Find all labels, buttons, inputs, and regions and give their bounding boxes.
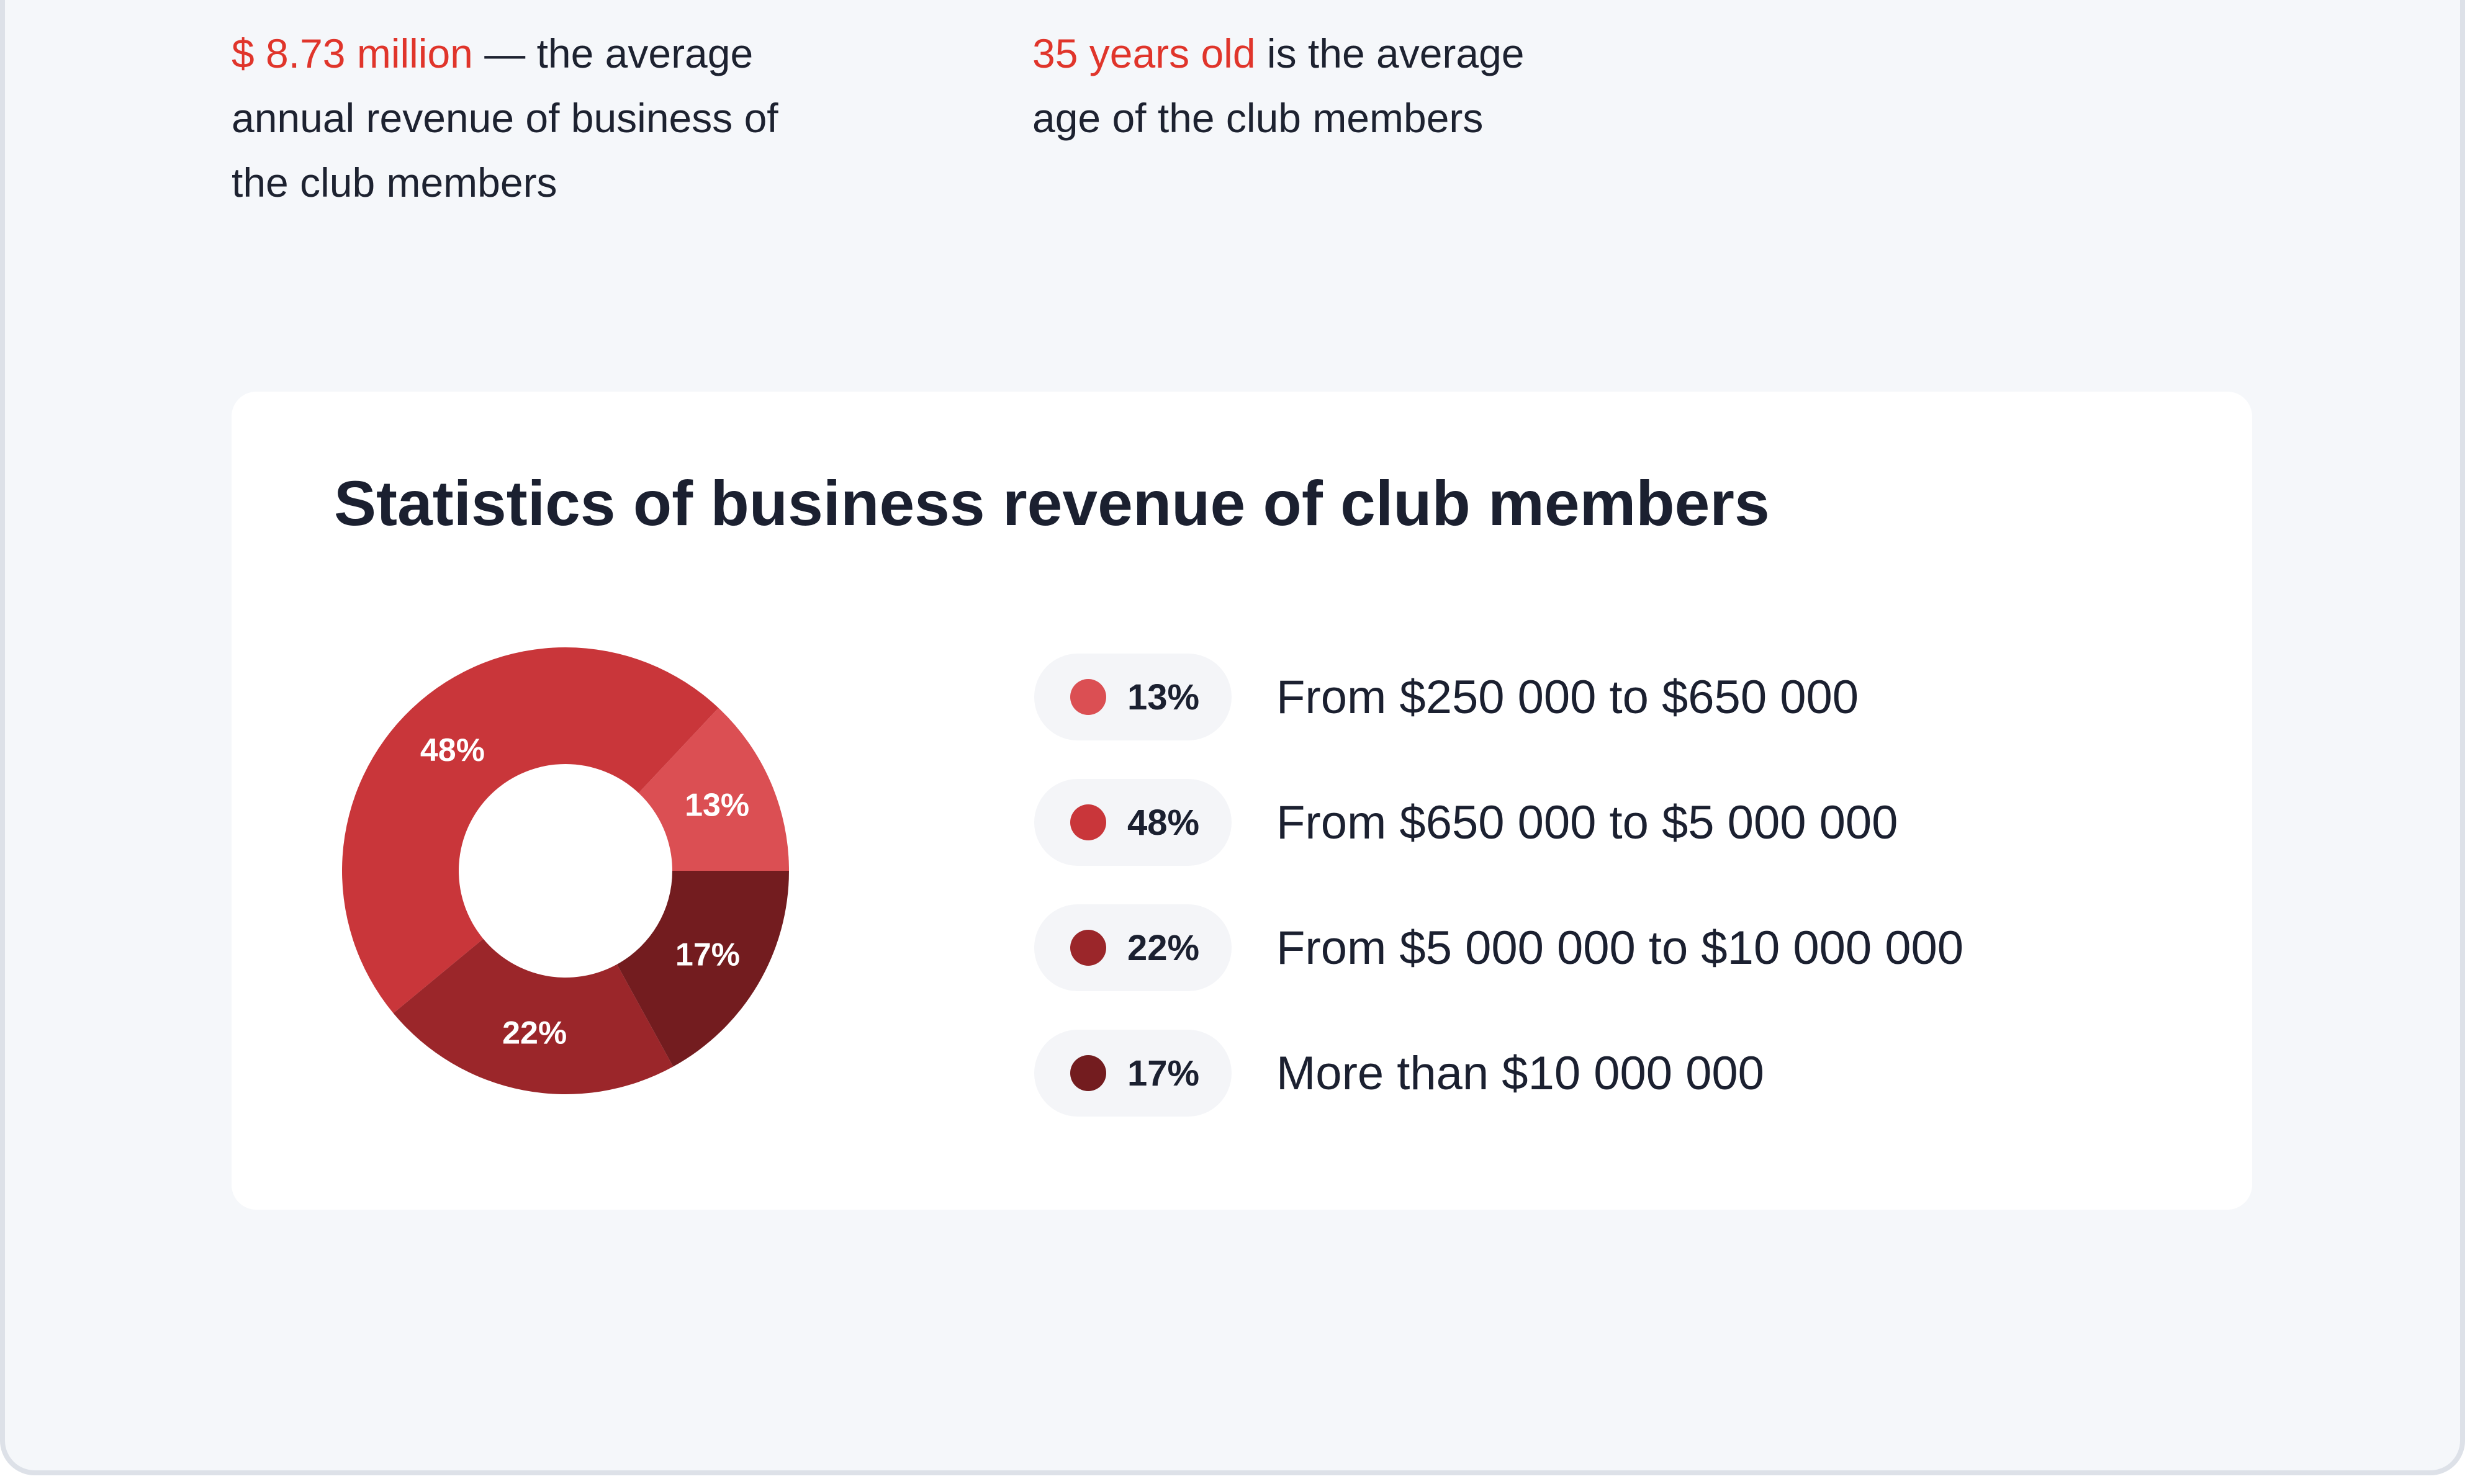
legend-label: More than $10 000 000 [1276, 1046, 1764, 1100]
fact-revenue-line-3: the club members [232, 160, 557, 205]
donut-slice-label: 22% [502, 1015, 567, 1051]
revenue-statistics-card: Statistics of business revenue of club m… [232, 392, 2252, 1210]
legend-color-dot [1070, 1055, 1106, 1091]
donut-slice-label: 48% [420, 732, 485, 768]
donut-slice-label: 13% [685, 787, 749, 823]
legend-badge: 48% [1034, 779, 1232, 866]
legend-item: 22% From $5 000 000 to $10 000 000 [1034, 904, 1963, 991]
fact-revenue-text: — the average [472, 30, 754, 76]
legend-label: From $650 000 to $5 000 000 [1276, 796, 1898, 849]
legend-badge: 13% [1034, 654, 1232, 740]
donut-slice [342, 647, 719, 1014]
legend-color-dot [1070, 804, 1106, 840]
fact-age-line-1: 35 years old is the average [1032, 21, 1525, 86]
fact-age-text: is the average [1255, 30, 1525, 76]
legend-label: From $5 000 000 to $10 000 000 [1276, 921, 1964, 974]
legend-color-dot [1070, 679, 1106, 715]
donut-slice-label: 17% [675, 937, 740, 973]
legend-color-dot [1070, 930, 1106, 966]
donut-slice [616, 871, 789, 1067]
legend-badge: 22% [1034, 904, 1232, 991]
legend-percent: 13% [1127, 677, 1200, 717]
fact-revenue: $ 8.73 million — the average annual reve… [232, 21, 778, 215]
legend-percent: 17% [1127, 1053, 1200, 1094]
legend-item: 13% From $250 000 to $650 000 [1034, 654, 1859, 740]
donut-slice [638, 708, 789, 871]
legend-item: 17% More than $10 000 000 [1034, 1030, 1764, 1117]
donut-slice [393, 938, 674, 1095]
chart-title: Statistics of business revenue of club m… [334, 468, 1770, 539]
fact-age-line-2: age of the club members [1032, 95, 1484, 141]
fact-age: 35 years old is the average age of the c… [1032, 21, 1525, 150]
legend-badge: 17% [1034, 1030, 1232, 1117]
fact-revenue-highlight: $ 8.73 million [232, 30, 473, 76]
legend-item: 48% From $650 000 to $5 000 000 [1034, 779, 1898, 866]
fact-revenue-line-1: $ 8.73 million — the average [232, 21, 778, 86]
legend-percent: 22% [1127, 927, 1200, 968]
legend-label: From $250 000 to $650 000 [1276, 670, 1859, 724]
revenue-donut-chart: 13% 48% 22% 17% [342, 647, 789, 1095]
fact-age-highlight: 35 years old [1032, 30, 1256, 76]
fact-revenue-line-2: annual revenue of business of [232, 95, 778, 141]
legend-percent: 48% [1127, 802, 1200, 843]
